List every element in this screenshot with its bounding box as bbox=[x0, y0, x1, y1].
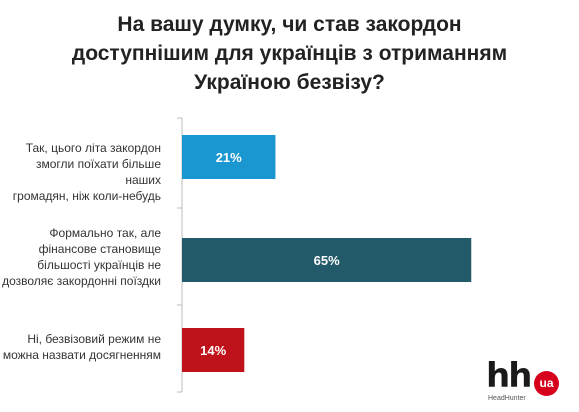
category-label-line: Так, цього літа закордон bbox=[25, 141, 161, 155]
bar bbox=[182, 238, 472, 282]
headhunter-logo: hh ua HeadHunter bbox=[486, 356, 566, 406]
category-label: Ні, безвізовий режим не можна назвати до… bbox=[1, 331, 161, 363]
data-label: 21% bbox=[216, 150, 242, 165]
category-label-line: більшості українців не bbox=[37, 258, 161, 272]
category-label-line: дозволяє закордонні поїздки bbox=[2, 274, 161, 288]
category-label-line: громадян, ніж коли-небудь bbox=[12, 189, 161, 203]
category-label: Формально так, але фінансове становище б… bbox=[1, 225, 161, 289]
category-label: Так, цього літа закордон змогли поїхати … bbox=[1, 140, 161, 204]
bar bbox=[182, 328, 245, 372]
category-label-line: Ні, безвізовий режим не bbox=[27, 332, 161, 346]
category-label-line: змогли поїхати більше наших bbox=[36, 157, 161, 187]
bar bbox=[182, 135, 276, 179]
chart-title: На вашу думку, чи став закордон доступні… bbox=[20, 10, 559, 97]
data-label: 14% bbox=[200, 343, 226, 358]
category-label-line: Формально так, але bbox=[49, 226, 161, 240]
logo-caption: HeadHunter bbox=[488, 395, 526, 402]
category-label-line: можна назвати досягненням bbox=[2, 348, 161, 362]
logo-mark: hh bbox=[486, 356, 532, 396]
logo-badge: ua bbox=[534, 371, 559, 396]
category-label-line: фінансове становище bbox=[38, 242, 161, 256]
data-label: 65% bbox=[314, 253, 340, 268]
chart-title-line: Україною безвізу? bbox=[194, 71, 385, 94]
chart-title-line: На вашу думку, чи став закордон bbox=[117, 13, 462, 36]
chart-title-line: доступнішим для українців з отриманням bbox=[71, 42, 508, 65]
